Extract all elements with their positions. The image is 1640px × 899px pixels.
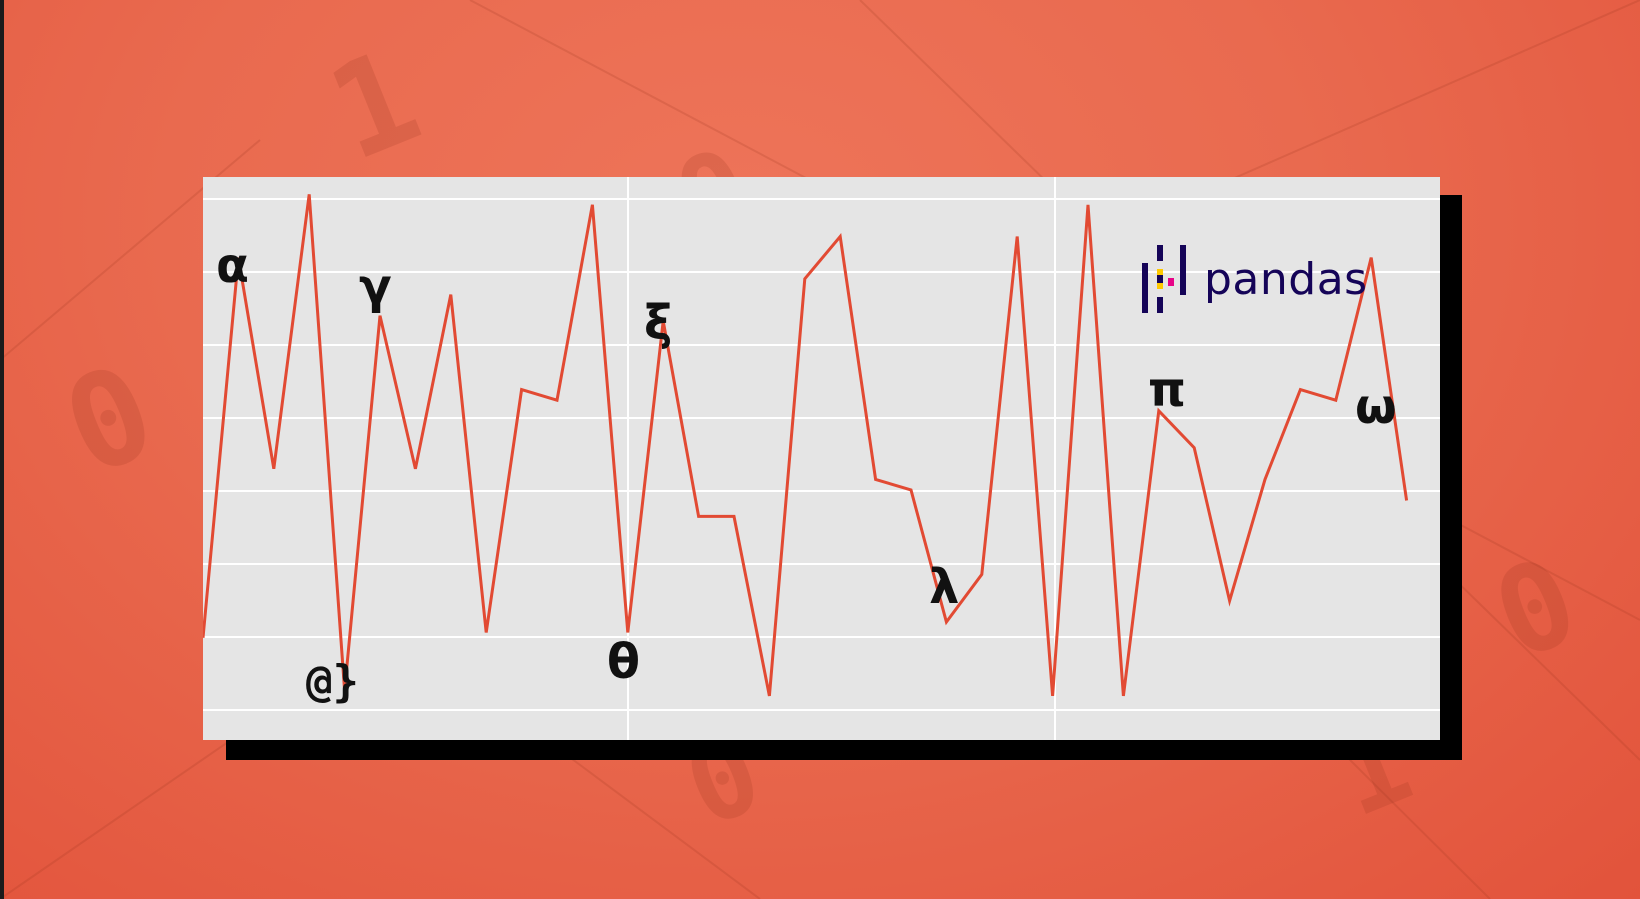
label-pi: π (1148, 362, 1186, 418)
chart-annotations: α γ @} ξ θ λ π ω (216, 238, 1397, 707)
label-at-brace: @} (306, 656, 359, 707)
label-omega: ω (1355, 379, 1397, 435)
decor-line (0, 719, 261, 899)
decor-line (0, 139, 261, 361)
label-lambda: λ (929, 559, 959, 615)
decor-line (1229, 0, 1640, 181)
pandas-logo: pandas (1142, 245, 1368, 313)
series-line (203, 194, 1409, 697)
pandas-logo-icon (1142, 245, 1186, 313)
decor-line (559, 749, 761, 899)
label-theta: θ (607, 634, 640, 690)
chart-grid (203, 177, 1440, 740)
left-edge-strip (0, 0, 4, 899)
label-xi: ξ (644, 295, 672, 351)
label-gamma: γ (359, 259, 392, 315)
pandas-logo-text: pandas (1204, 253, 1368, 305)
chart-series (203, 194, 1409, 697)
label-alpha: α (216, 238, 249, 294)
chart-card: α γ @} ξ θ λ π ω (203, 177, 1440, 740)
decor-line (1339, 749, 1491, 899)
line-chart: α γ @} ξ θ λ π ω (203, 177, 1440, 740)
